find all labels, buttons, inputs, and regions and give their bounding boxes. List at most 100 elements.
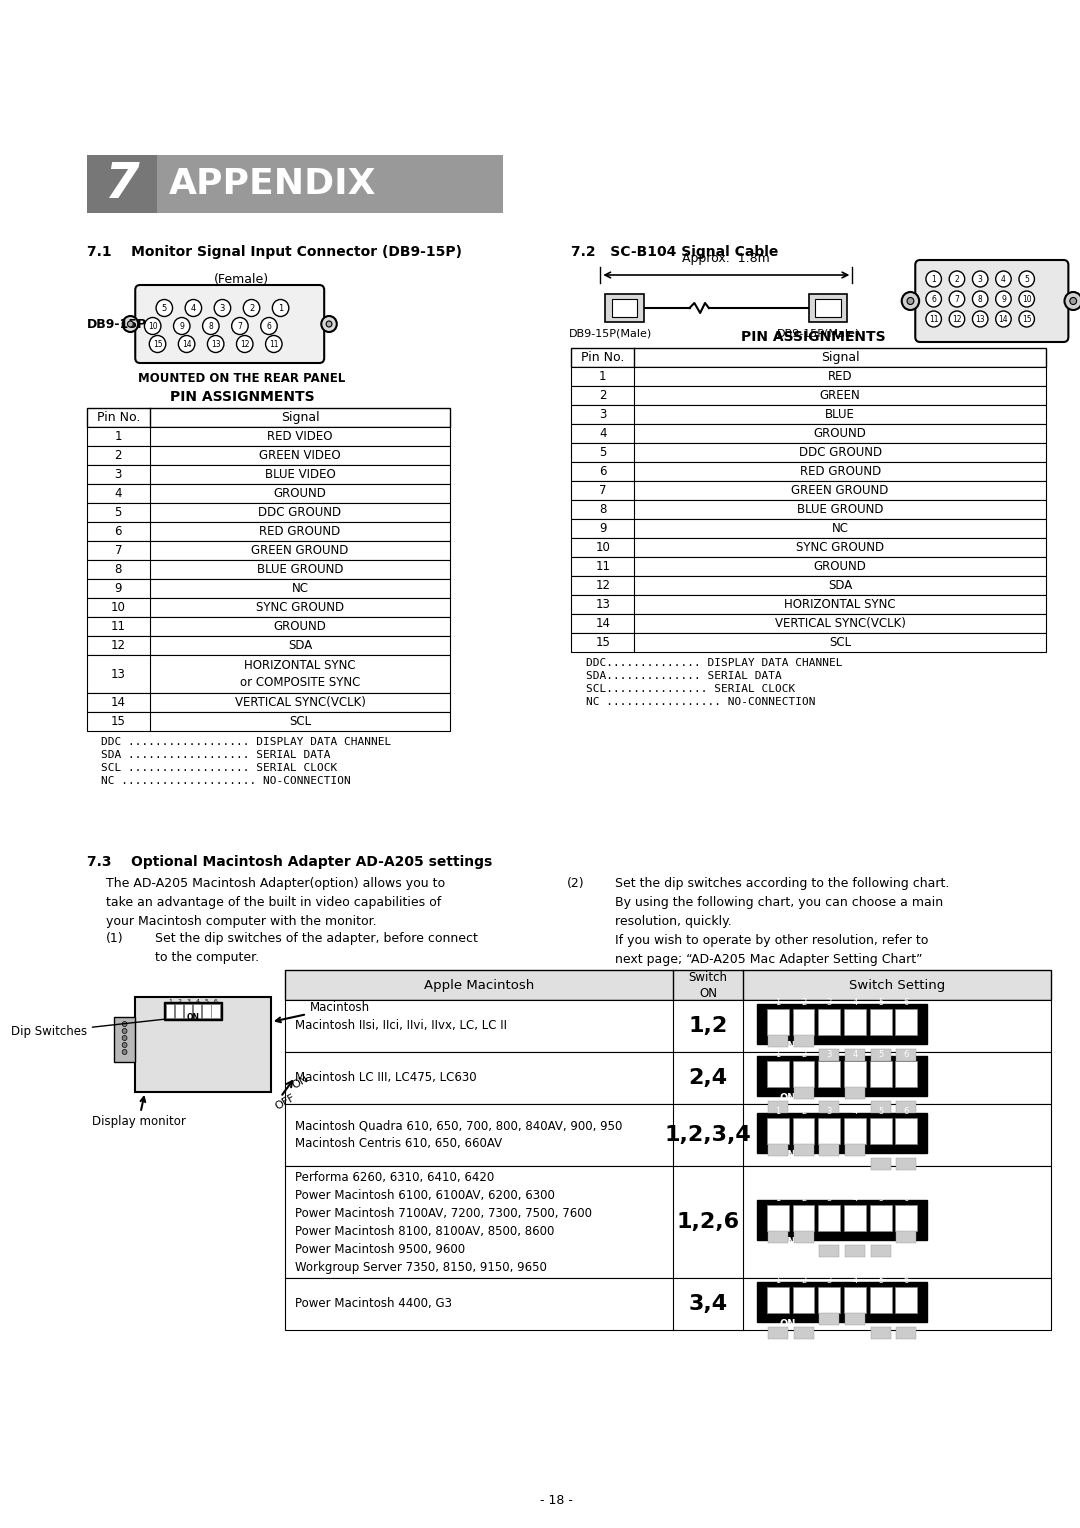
Text: HORIZONTAL SYNC: HORIZONTAL SYNC xyxy=(784,597,896,611)
Circle shape xyxy=(145,318,161,335)
Text: 1: 1 xyxy=(168,999,172,1004)
Text: VERTICAL SYNC(VCLK): VERTICAL SYNC(VCLK) xyxy=(774,617,906,630)
Circle shape xyxy=(949,312,964,327)
Text: 3: 3 xyxy=(187,999,190,1004)
Text: 2: 2 xyxy=(955,275,959,284)
Bar xyxy=(86,579,450,597)
Text: 3: 3 xyxy=(826,1106,832,1115)
Bar xyxy=(794,1034,813,1047)
Circle shape xyxy=(122,1022,127,1027)
Bar xyxy=(86,712,450,730)
Circle shape xyxy=(122,1042,127,1048)
Text: Macintosh LC III, LC475, LC630: Macintosh LC III, LC475, LC630 xyxy=(295,1071,476,1085)
Text: 7.2   SC-B104 Signal Cable: 7.2 SC-B104 Signal Cable xyxy=(571,244,779,260)
Bar xyxy=(86,597,450,617)
Circle shape xyxy=(231,318,248,335)
Text: RED VIDEO: RED VIDEO xyxy=(267,429,333,443)
Bar xyxy=(896,1158,916,1170)
Bar xyxy=(285,1166,1051,1277)
Text: 14: 14 xyxy=(111,695,125,709)
Text: (1): (1) xyxy=(106,932,124,944)
Text: 5: 5 xyxy=(878,1106,883,1115)
Circle shape xyxy=(203,318,219,335)
Circle shape xyxy=(243,299,260,316)
Circle shape xyxy=(1070,298,1077,304)
Text: DDC .................. DISPLAY DATA CHANNEL: DDC .................. DISPLAY DATA CHAN… xyxy=(102,736,392,747)
Text: Set the dip switches of the adapter, before connect
to the computer.: Set the dip switches of the adapter, bef… xyxy=(154,932,477,964)
Circle shape xyxy=(926,312,942,327)
Bar xyxy=(768,1232,787,1242)
Bar xyxy=(870,1245,891,1258)
Circle shape xyxy=(1018,290,1035,307)
Bar xyxy=(767,1206,788,1232)
Text: 1: 1 xyxy=(775,1193,781,1203)
Bar xyxy=(202,1004,211,1018)
Bar xyxy=(845,1060,866,1086)
Bar xyxy=(767,1287,788,1313)
Bar xyxy=(571,576,1047,594)
Bar xyxy=(793,1118,814,1144)
Bar xyxy=(845,1287,866,1313)
Text: 3: 3 xyxy=(114,468,122,481)
Text: SCL .................. SERIAL CLOCK: SCL .................. SERIAL CLOCK xyxy=(102,762,338,773)
Text: 10: 10 xyxy=(111,601,125,614)
Text: 14: 14 xyxy=(595,617,610,630)
Text: BLUE GROUND: BLUE GROUND xyxy=(797,503,883,516)
Bar xyxy=(193,1004,202,1018)
Bar xyxy=(166,1004,174,1018)
Bar xyxy=(285,1277,1051,1329)
Bar xyxy=(869,1008,891,1034)
Bar xyxy=(845,1008,866,1034)
Text: 2: 2 xyxy=(801,998,807,1007)
Text: 3: 3 xyxy=(826,998,832,1007)
Text: 1,2,6: 1,2,6 xyxy=(676,1212,740,1232)
Bar xyxy=(793,1008,814,1034)
Circle shape xyxy=(326,321,332,327)
Bar xyxy=(793,1287,814,1313)
Circle shape xyxy=(260,318,278,335)
Text: 5: 5 xyxy=(204,999,208,1004)
Text: 3,4: 3,4 xyxy=(688,1294,728,1314)
Circle shape xyxy=(149,336,165,353)
Bar xyxy=(896,1328,916,1339)
Text: 14: 14 xyxy=(181,339,191,348)
Bar xyxy=(869,1118,891,1144)
Bar xyxy=(895,1118,917,1144)
Bar xyxy=(794,1086,813,1099)
Text: 7.1    Monitor Signal Input Connector (DB9-15P): 7.1 Monitor Signal Input Connector (DB9-… xyxy=(86,244,462,260)
Text: SYNC GROUND: SYNC GROUND xyxy=(256,601,345,614)
Text: 2: 2 xyxy=(599,390,607,402)
Bar xyxy=(767,1008,788,1034)
Circle shape xyxy=(266,336,282,353)
Bar xyxy=(571,594,1047,614)
Text: NC: NC xyxy=(292,582,309,594)
Text: Macintosh IIsi, IIci, IIvi, IIvx, LC, LC II: Macintosh IIsi, IIci, IIvi, IIvx, LC, LC… xyxy=(295,1019,508,1033)
Text: DB9-15P(Male): DB9-15P(Male) xyxy=(777,329,860,338)
Text: 4: 4 xyxy=(852,1106,858,1115)
Bar xyxy=(571,614,1047,633)
Bar xyxy=(820,1102,839,1112)
Text: 13: 13 xyxy=(595,597,610,611)
Circle shape xyxy=(1018,270,1035,287)
Text: 12: 12 xyxy=(240,339,249,348)
Bar xyxy=(571,558,1047,576)
Text: 5: 5 xyxy=(878,1193,883,1203)
Text: 10: 10 xyxy=(148,321,158,330)
Bar xyxy=(870,1158,891,1170)
Circle shape xyxy=(122,1050,127,1054)
Bar xyxy=(571,481,1047,500)
Text: - 18 -: - 18 - xyxy=(540,1493,573,1507)
Text: 2: 2 xyxy=(801,1193,807,1203)
Text: Approx.  1.8m: Approx. 1.8m xyxy=(683,252,770,264)
Text: 10: 10 xyxy=(1022,295,1031,304)
Text: 5: 5 xyxy=(114,506,122,520)
Bar xyxy=(768,1328,787,1339)
Text: 3: 3 xyxy=(826,1050,832,1059)
Bar xyxy=(896,1102,916,1112)
Text: 12: 12 xyxy=(111,639,125,652)
Text: 1: 1 xyxy=(931,275,936,284)
Text: 3: 3 xyxy=(599,408,607,422)
Bar xyxy=(845,1050,865,1060)
Bar xyxy=(757,1112,927,1154)
Text: NC .................... NO-CONNECTION: NC .................... NO-CONNECTION xyxy=(102,776,351,785)
